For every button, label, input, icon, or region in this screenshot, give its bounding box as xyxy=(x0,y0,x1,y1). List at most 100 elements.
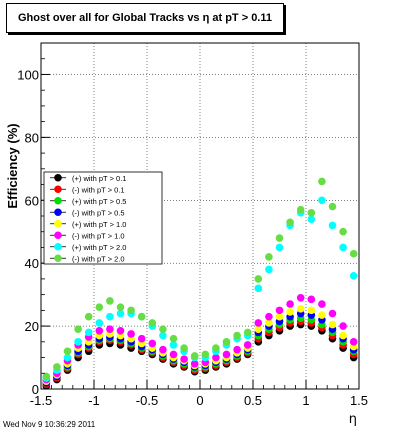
data-point xyxy=(148,319,157,327)
data-point xyxy=(328,202,337,211)
data-point xyxy=(63,347,72,356)
legend-marker xyxy=(54,231,62,240)
data-point xyxy=(296,293,305,302)
data-point xyxy=(328,309,337,318)
data-point xyxy=(74,338,82,346)
chart-title-box: Ghost over all for Global Tracks vs η at… xyxy=(6,3,284,33)
axes: -1.5 -1 -0.5 0 0.5 1 1.5 0 20 40 60 80 100 xyxy=(17,42,368,408)
data-point xyxy=(275,312,284,321)
data-point xyxy=(148,339,157,348)
data-point xyxy=(339,243,347,252)
data-point xyxy=(106,297,114,305)
data-point xyxy=(339,227,347,236)
data-point xyxy=(137,334,146,343)
data-point xyxy=(84,312,93,321)
legend-marker xyxy=(54,196,62,205)
x-tick-label: -1.5 xyxy=(30,393,52,408)
data-point xyxy=(286,300,294,308)
legend-marker xyxy=(54,242,62,251)
data-point xyxy=(318,196,326,205)
data-point xyxy=(53,363,61,371)
data-point xyxy=(116,309,125,318)
data-point xyxy=(201,350,210,359)
legend-marker xyxy=(54,219,62,228)
x-tick-label: -1 xyxy=(88,393,100,408)
data-point xyxy=(159,345,167,354)
data-point xyxy=(116,303,125,312)
data-point xyxy=(275,234,284,242)
data-point xyxy=(212,353,220,362)
data-point xyxy=(95,303,104,312)
data-point xyxy=(254,275,263,283)
data-point xyxy=(275,243,284,252)
timestamp: Wed Nov 9 10:36:29 2011 xyxy=(3,420,96,429)
data-point xyxy=(95,319,104,327)
data-point xyxy=(106,325,114,334)
data-point xyxy=(307,306,316,315)
data-point xyxy=(180,344,188,352)
data-point xyxy=(328,221,337,230)
data-point xyxy=(307,295,316,304)
data-point xyxy=(159,331,167,340)
data-point xyxy=(265,312,273,321)
data-point xyxy=(42,372,51,381)
data-points xyxy=(42,177,358,390)
data-point xyxy=(63,353,72,362)
data-point xyxy=(159,325,167,334)
legend-entry: (+) with pT > 0.5 xyxy=(72,197,126,206)
data-point xyxy=(307,215,316,223)
data-point xyxy=(339,331,347,340)
data-point xyxy=(296,205,305,214)
data-point xyxy=(222,350,231,359)
y-tick-label: 0 xyxy=(32,382,39,397)
data-point xyxy=(349,338,358,346)
x-tick-label: -0.5 xyxy=(136,393,158,408)
legend-marker xyxy=(54,254,62,263)
y-axis-label: Efficiency (%) xyxy=(5,123,20,208)
data-point xyxy=(265,253,273,261)
data-point xyxy=(190,360,199,368)
x-tick-label: 1 xyxy=(302,393,309,408)
data-point xyxy=(318,311,326,319)
legend-entry: (+) with pT > 0.1 xyxy=(72,174,126,183)
x-tick-label: 1.5 xyxy=(350,393,368,408)
data-point xyxy=(318,177,326,186)
data-point xyxy=(127,306,135,315)
data-point xyxy=(243,328,252,337)
data-point xyxy=(243,341,252,349)
data-point xyxy=(286,218,294,227)
data-point xyxy=(275,306,284,315)
x-tick-label: 0 xyxy=(196,393,203,408)
data-point xyxy=(339,322,347,330)
data-point xyxy=(254,325,263,334)
data-point xyxy=(127,330,135,338)
data-point xyxy=(328,320,337,329)
legend-marker xyxy=(54,185,62,194)
data-point xyxy=(349,271,358,280)
y-tick-label: 60 xyxy=(25,193,39,208)
data-point xyxy=(95,327,104,335)
data-point xyxy=(286,308,294,316)
data-point xyxy=(212,344,220,352)
legend-marker xyxy=(54,208,62,217)
data-point xyxy=(169,334,178,343)
x-axis-label: η xyxy=(349,412,357,427)
data-point xyxy=(169,341,178,349)
data-point xyxy=(233,331,241,340)
data-point xyxy=(254,319,263,327)
data-point xyxy=(106,312,114,321)
y-tick-label: 20 xyxy=(25,319,39,334)
legend-entry: (-) with pT > 0.5 xyxy=(72,208,125,217)
legend-box xyxy=(43,171,163,265)
data-point xyxy=(307,209,316,217)
data-point xyxy=(222,338,231,346)
legend-entry: (-) with pT > 1.0 xyxy=(72,231,125,240)
legend-marker xyxy=(54,173,62,182)
legend-entry: (+) with pT > 2.0 xyxy=(72,243,126,252)
chart-title: Ghost over all for Global Tracks vs η at… xyxy=(17,12,272,24)
data-point xyxy=(190,352,199,360)
data-point xyxy=(169,350,178,359)
legend-entry: (+) with pT > 1.0 xyxy=(72,220,126,229)
legend-entry: (-) with pT > 0.1 xyxy=(72,185,125,194)
